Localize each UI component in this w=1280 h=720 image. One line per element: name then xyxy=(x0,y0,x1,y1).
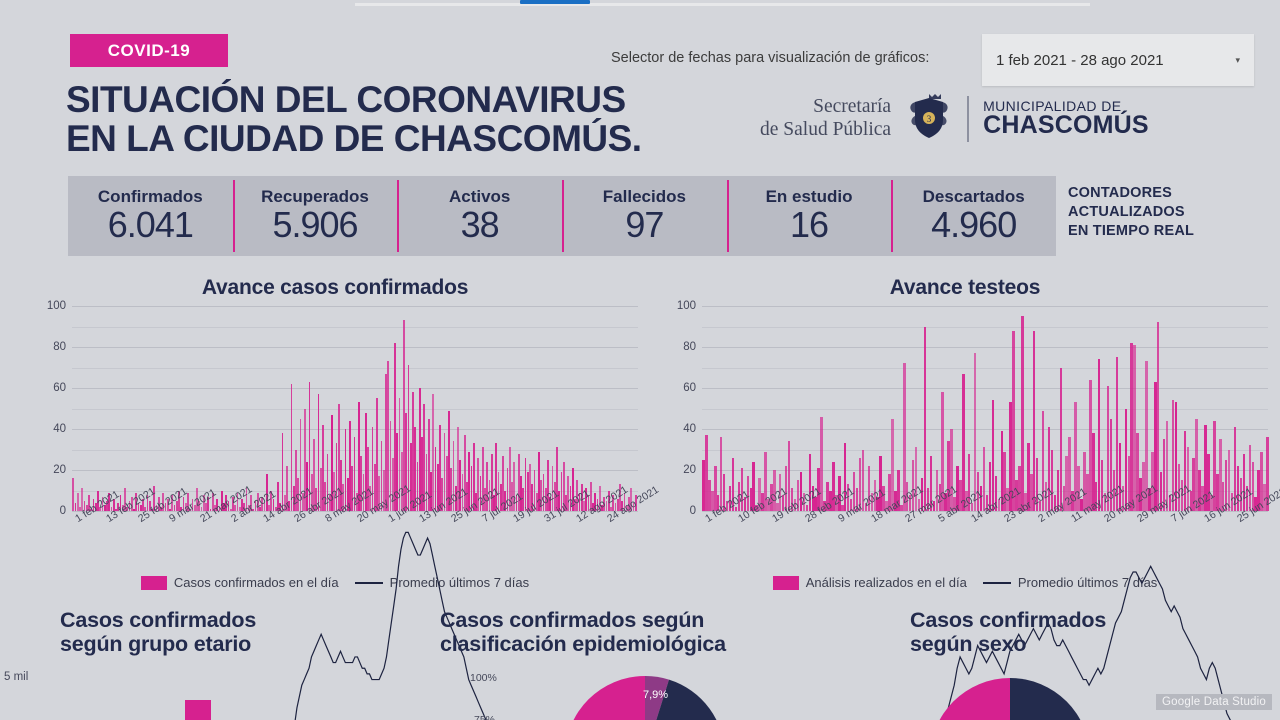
y-tick-label: 40 xyxy=(53,423,66,435)
x-axis-labels-right: 1 feb 2021 10 feb 2021 19 feb 2021 28 feb 2… xyxy=(702,513,1268,573)
y-tick-label: 80 xyxy=(683,341,696,353)
counter-value: 5.906 xyxy=(272,206,357,244)
counter-label: Recuperados xyxy=(261,188,369,205)
title-grupo-etario: Casos confirmados según grupo etario xyxy=(60,608,440,656)
logo-block: Secretaría de Salud Pública 3 MUNICIPALI… xyxy=(760,90,1149,147)
counter-confirmados: Confirmados 6.041 xyxy=(68,176,233,256)
y-tick-label: 60 xyxy=(683,382,696,394)
y-tick-label: 20 xyxy=(683,464,696,476)
chart-casos-confirmados: Avance casos confirmados 0 20 40 60 80 100 1 … xyxy=(20,276,650,601)
counters-note-line1: CONTADORES xyxy=(1068,184,1268,203)
panel-grupo-etario: Casos confirmados según grupo etario xyxy=(60,608,440,656)
counter-en-estudio: En estudio 16 xyxy=(727,176,892,256)
counter-activos: Activos 38 xyxy=(397,176,562,256)
date-selector-label: Selector de fechas para visualización de… xyxy=(611,50,929,66)
counter-value: 4.960 xyxy=(931,206,1016,244)
counter-label: Activos xyxy=(449,188,510,205)
dashboard-header: COVID-19 SITUACIÓN DEL CORONAVIRUS EN LA… xyxy=(0,8,1280,173)
counters-realtime-note: CONTADORES ACTUALIZADOS EN TIEMPO REAL xyxy=(1068,184,1268,241)
counters-panel: Confirmados 6.041 Recuperados 5.906 Activos 3… xyxy=(68,176,1056,256)
y-axis-label-grupo-etario: 5 mil xyxy=(4,671,28,683)
title-sexo-line1: Casos confirmados xyxy=(910,608,1280,632)
plot-area-avance-testeos: 0 20 40 60 80 100 xyxy=(702,306,1268,511)
municipal-crest-icon: 3 xyxy=(903,90,955,147)
axis-label-clasificacion-100: 100% xyxy=(470,672,497,684)
google-data-studio-watermark: Google Data Studio xyxy=(1156,694,1272,710)
title-grupo-etario-line1: Casos confirmados xyxy=(60,608,440,632)
y-tick-label: 40 xyxy=(683,423,696,435)
chart-title-casos-confirmados: Avance casos confirmados xyxy=(20,276,650,300)
bar-grupo-etario xyxy=(185,700,211,720)
counter-value: 38 xyxy=(461,206,499,244)
x-axis-labels-left: 1 feb 2021 13 feb 2021 25 feb 2021 9 mar 20… xyxy=(72,513,638,573)
logo-divider xyxy=(967,96,969,142)
counter-label: Confirmados xyxy=(98,188,203,205)
panel-clasificacion-epidemiologica: Casos confirmados según clasificación ep… xyxy=(440,608,910,656)
counter-recuperados: Recuperados 5.906 xyxy=(233,176,398,256)
page-title: SITUACIÓN DEL CORONAVIRUS EN LA CIUDAD D… xyxy=(66,80,726,158)
y-tick-label: 20 xyxy=(53,464,66,476)
counter-value: 6.041 xyxy=(108,206,193,244)
municipalidad-line2: CHASCOMÚS xyxy=(983,113,1149,138)
browser-tab-strip xyxy=(0,0,1280,8)
page-title-line1: SITUACIÓN DEL CORONAVIRUS xyxy=(66,79,626,120)
counter-label: Descartados xyxy=(923,188,1025,205)
title-grupo-etario-line2: según grupo etario xyxy=(60,632,440,656)
date-range-selector[interactable]: 1 feb 2021 - 28 ago 2021 ▾ xyxy=(982,34,1254,86)
title-clasificacion-line1: Casos confirmados según xyxy=(440,608,910,632)
page-title-line2: EN LA CIUDAD DE CHASCOMÚS. xyxy=(66,119,726,158)
y-tick-label: 60 xyxy=(53,382,66,394)
counter-label: Fallecidos xyxy=(603,188,686,205)
axis-label-clasificacion-75: 75% xyxy=(474,714,495,720)
y-tick-label: 100 xyxy=(47,300,66,312)
y-tick-label: 0 xyxy=(60,505,66,517)
y-axis-labels-right: 0 20 40 60 80 100 xyxy=(654,306,696,511)
counter-label: En estudio xyxy=(766,188,853,205)
pie-casos-por-sexo xyxy=(930,678,1090,720)
counter-value: 16 xyxy=(790,206,828,244)
counters-note-line2: ACTUALIZADOS xyxy=(1068,203,1268,222)
covid-19-badge: COVID-19 xyxy=(70,34,228,67)
title-casos-por-sexo: Casos confirmados según sexo xyxy=(910,608,1280,656)
y-tick-label: 0 xyxy=(690,505,696,517)
secretaria-line1: Secretaría xyxy=(813,96,891,117)
title-clasificacion-line2: clasificación epidemiológica xyxy=(440,632,910,656)
chart-avance-testeos: Avance testeos 0 20 40 60 80 100 1 feb 2021 10… xyxy=(650,276,1280,601)
pie-label-clasificacion: 7,9% xyxy=(643,689,668,701)
title-clasificacion: Casos confirmados según clasificación ep… xyxy=(440,608,910,656)
plot-area-casos-confirmados: 0 20 40 60 80 100 xyxy=(72,306,638,511)
active-tab-indicator[interactable] xyxy=(520,0,590,4)
date-range-value: 1 feb 2021 - 28 ago 2021 xyxy=(996,52,1235,69)
counter-descartados: Descartados 4.960 xyxy=(891,176,1056,256)
tab-bar-background xyxy=(355,3,1090,6)
title-sexo-line2: según sexo xyxy=(910,632,1280,656)
counter-value: 97 xyxy=(625,206,663,244)
svg-text:3: 3 xyxy=(927,114,932,124)
secretaria-line2: de Salud Pública xyxy=(760,119,891,141)
y-axis-labels-left: 0 20 40 60 80 100 xyxy=(24,306,66,511)
panel-casos-por-sexo: Casos confirmados según sexo xyxy=(910,608,1280,656)
counter-fallecidos: Fallecidos 97 xyxy=(562,176,727,256)
counters-note-line3: EN TIEMPO REAL xyxy=(1068,222,1268,241)
municipalidad-text: MUNICIPALIDAD DE CHASCOMÚS xyxy=(983,99,1149,138)
secretaria-salud-publica-text: Secretaría de Salud Pública xyxy=(760,96,891,141)
y-tick-label: 80 xyxy=(53,341,66,353)
y-tick-label: 100 xyxy=(677,300,696,312)
chart-title-avance-testeos: Avance testeos xyxy=(650,276,1280,300)
chevron-down-icon: ▾ xyxy=(1235,55,1240,66)
